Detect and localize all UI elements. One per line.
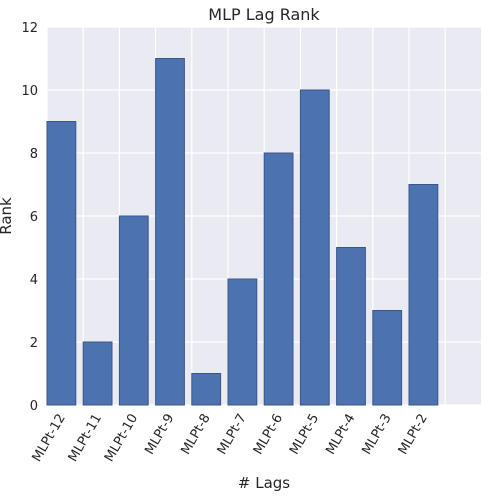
x-tick-label: MLPt-11 bbox=[66, 412, 105, 465]
y-tick-labels: 0 2 4 6 8 10 12 bbox=[21, 21, 38, 414]
x-tick-label: MLPt-5 bbox=[287, 412, 322, 458]
x-tick-label: MLPt-7 bbox=[215, 412, 250, 458]
y-tick-label: 6 bbox=[30, 210, 38, 225]
chart-title: MLP Lag Rank bbox=[208, 5, 320, 24]
bar-mlpt-6 bbox=[263, 152, 294, 406]
y-tick-label: 0 bbox=[30, 399, 38, 414]
x-tick-label: MLPt-2 bbox=[396, 412, 431, 458]
y-tick-label: 4 bbox=[30, 273, 38, 288]
x-tick-label: MLPt-12 bbox=[30, 412, 69, 465]
y-tick-label: 10 bbox=[21, 84, 38, 99]
bar-mlpt-10 bbox=[118, 215, 149, 406]
bars bbox=[46, 58, 439, 406]
y-tick-label: 12 bbox=[21, 21, 38, 36]
bar-mlpt-4 bbox=[336, 247, 366, 406]
x-tick-label: MLPt-9 bbox=[142, 412, 177, 458]
bar-mlpt-5 bbox=[299, 89, 330, 406]
x-tick-label: MLPt-8 bbox=[178, 412, 213, 458]
bar-mlpt-8 bbox=[191, 373, 222, 406]
bar-mlpt-11 bbox=[82, 341, 113, 406]
bar-mlpt-12 bbox=[46, 121, 77, 406]
y-axis-label: Rank bbox=[0, 197, 15, 235]
x-axis-label: # Lags bbox=[238, 474, 290, 492]
bar-mlpt-2 bbox=[408, 184, 439, 406]
bar-mlpt-3 bbox=[372, 310, 403, 406]
bar-mlpt-7 bbox=[227, 278, 258, 406]
y-tick-label: 2 bbox=[30, 336, 38, 351]
x-tick-label: MLPt-4 bbox=[323, 412, 358, 458]
x-tick-label: MLPt-6 bbox=[251, 412, 286, 458]
x-tick-label: MLPt-3 bbox=[359, 412, 394, 458]
bar-mlpt-9 bbox=[155, 58, 185, 406]
x-tick-label: MLPt-10 bbox=[102, 412, 141, 465]
y-tick-label: 8 bbox=[30, 147, 38, 162]
